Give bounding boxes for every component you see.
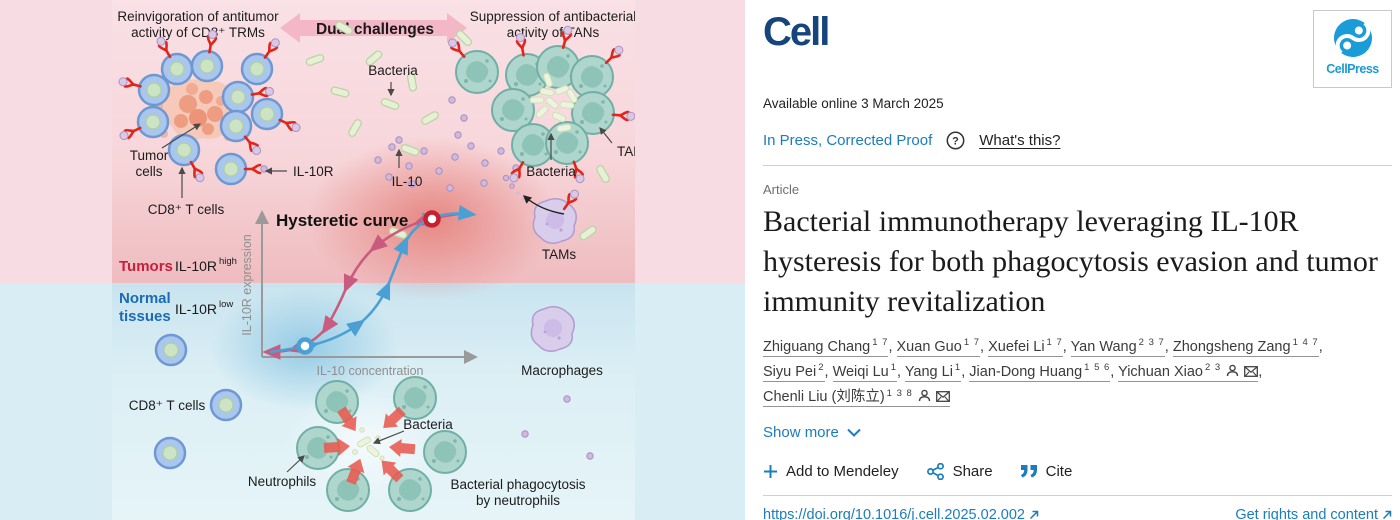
label-tumor-cells-1: Tumor xyxy=(130,148,169,163)
in-press-status[interactable]: In Press, Corrected Proof xyxy=(763,132,933,149)
external-link-icon xyxy=(1382,510,1392,519)
journal-logo[interactable]: Cell xyxy=(763,10,830,54)
chart-title: Hysteretic curve xyxy=(276,211,408,230)
share-button[interactable]: Share xyxy=(926,462,993,480)
caption-suppression-1: Suppression of antibacterial xyxy=(470,9,635,24)
cite-button[interactable]: Cite xyxy=(1020,462,1073,480)
label-cd8-bottom: CD8⁺ T cells xyxy=(129,398,206,413)
cellpress-swirl-icon xyxy=(1333,19,1372,57)
high-state-marker xyxy=(423,210,441,228)
label-il10: IL-10 xyxy=(392,174,423,189)
svg-text:?: ? xyxy=(952,136,959,148)
share-label: Share xyxy=(952,462,993,480)
tam-cell xyxy=(502,174,580,244)
zone-annotations: Tumors IL-10R high Normal tissues IL-10R… xyxy=(119,256,237,325)
divider xyxy=(763,165,1392,166)
plus-icon xyxy=(764,464,777,478)
caption-reinvigoration-2: activity of CD8⁺ TRMs xyxy=(131,25,265,40)
label-cd8-top: CD8⁺ T cells xyxy=(148,202,225,217)
label-tams: TAMs xyxy=(542,247,576,262)
svg-text:low: low xyxy=(219,299,233,310)
rights-text: Get rights and content xyxy=(1235,506,1378,520)
label-neutrophils: Neutrophils xyxy=(248,474,317,489)
author-icon xyxy=(1227,364,1239,377)
tumors-label: Tumors xyxy=(119,258,173,275)
author-link[interactable]: Zhongsheng Zang 1 4 7 xyxy=(1172,336,1319,357)
cite-quote-icon xyxy=(1020,464,1037,478)
label-il10r: IL-10R xyxy=(293,164,334,179)
cellpress-wordmark: CellPress xyxy=(1326,62,1379,76)
graphical-abstract-panel: Dual challenges Reinvigoration of antitu… xyxy=(0,0,745,520)
available-online-date: Available online 3 March 2025 xyxy=(763,96,944,111)
label-phagocytosis-1: Bacterial phagocytosis xyxy=(450,477,585,492)
il10r-high-label: IL-10R xyxy=(175,258,217,274)
cellpress-logo[interactable]: CellPress xyxy=(1313,10,1392,88)
article-info-panel: Cell CellPress Available online 3 March … xyxy=(745,0,1400,520)
email-icon[interactable] xyxy=(935,391,950,403)
author-link[interactable]: Chenli Liu (刘陈立) 1 3 8 xyxy=(763,388,950,408)
email-icon[interactable] xyxy=(1244,366,1259,377)
author-icon xyxy=(918,390,931,402)
author-link[interactable]: Weiqi Lu 1 xyxy=(832,362,898,383)
svg-text:high: high xyxy=(219,256,237,267)
label-bacteria-bottom: Bacteria xyxy=(403,417,453,432)
page-title: Bacterial immunotherapy leveraging IL-10… xyxy=(763,205,1378,318)
annotation-arrows xyxy=(161,82,613,473)
y-axis-label: IL-10R expression xyxy=(240,234,254,335)
author-link[interactable]: Yichuan Xiao 2 3 xyxy=(1118,362,1259,383)
caption-suppression-2: activity of TANs xyxy=(507,25,600,40)
low-state-marker xyxy=(296,337,314,355)
show-more-button[interactable]: Show more xyxy=(763,424,861,441)
author-link[interactable]: Xuan Guo 1 7 xyxy=(896,336,981,357)
normal-tissues-label-2: tissues xyxy=(119,308,171,325)
graphical-abstract: Dual challenges Reinvigoration of antitu… xyxy=(112,0,635,520)
rights-and-content-link[interactable]: Get rights and content xyxy=(1235,507,1392,520)
label-bacteria-mid: Bacteria xyxy=(526,164,576,179)
author-link[interactable]: Yang Li 1 xyxy=(904,362,962,383)
show-more-label: Show more xyxy=(763,423,839,441)
doi-text: https://doi.org/10.1016/j.cell.2025.02.0… xyxy=(763,506,1025,520)
article-type-label: Article xyxy=(763,182,800,197)
author-link[interactable]: Yan Wang 2 3 7 xyxy=(1070,336,1165,357)
label-phagocytosis-2: by neutrophils xyxy=(476,493,560,508)
add-to-mendeley-button[interactable]: Add to Mendeley xyxy=(763,463,899,480)
x-axis-label: IL-10 concentration xyxy=(316,364,423,378)
label-macrophages: Macrophages xyxy=(521,363,603,378)
external-link-icon xyxy=(1029,510,1039,519)
mendeley-label: Add to Mendeley xyxy=(786,462,899,480)
share-icon xyxy=(926,462,944,480)
label-tumor-cells-2: cells xyxy=(135,164,162,179)
normal-tissues-label-1: Normal xyxy=(119,290,171,307)
chevron-down-icon xyxy=(847,428,861,437)
caption-reinvigoration-1: Reinvigoration of antitumor xyxy=(117,9,279,24)
author-link[interactable]: Zhiguang Chang 1 7 xyxy=(763,336,889,357)
author-link[interactable]: Xuefei Li 1 7 xyxy=(988,336,1063,357)
cite-label: Cite xyxy=(1045,462,1073,480)
author-list: Zhiguang Chang 1 7, Xuan Guo 1 7, Xuefei L… xyxy=(763,336,1323,408)
tumor-cluster xyxy=(156,79,240,141)
label-bacteria-top: Bacteria xyxy=(368,63,418,78)
macrophage-cell xyxy=(530,306,575,352)
il10r-low-label: IL-10R xyxy=(175,301,217,317)
label-tans: TANs xyxy=(617,144,635,159)
hysteresis-chart: Hysteretic curve IL-10R expression IL-10… xyxy=(240,205,478,378)
question-circle-icon[interactable]: ? xyxy=(946,131,965,150)
whats-this-link[interactable]: What's this? xyxy=(979,132,1061,149)
doi-link[interactable]: https://doi.org/10.1016/j.cell.2025.02.0… xyxy=(763,507,1039,520)
banner-label: Dual challenges xyxy=(316,21,434,38)
divider xyxy=(763,494,1392,496)
author-link[interactable]: Jian-Dong Huang 1 5 6 xyxy=(969,362,1111,383)
author-link[interactable]: Siyu Pei 2 xyxy=(763,362,825,383)
